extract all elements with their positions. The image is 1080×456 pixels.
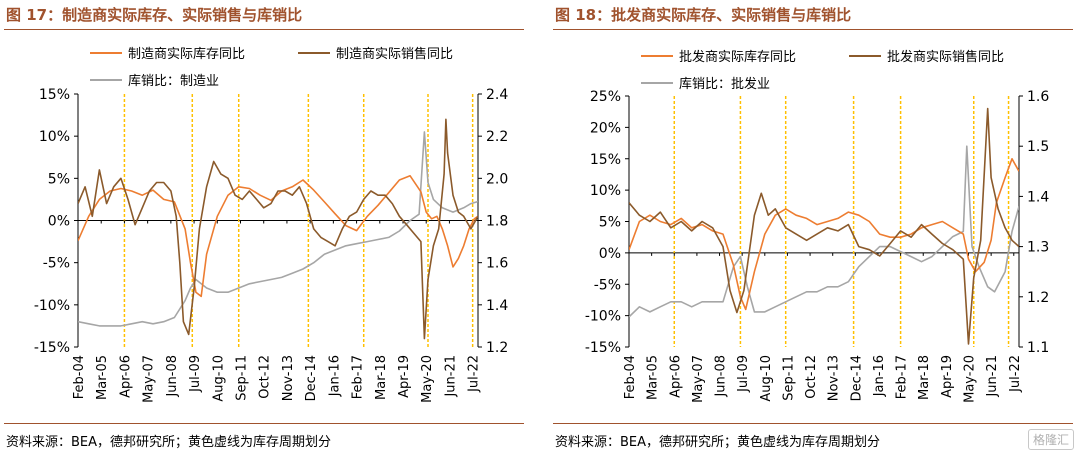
x-tick-label: May-20 [963, 355, 978, 403]
left-tick-label: 15% [590, 152, 621, 168]
title-rule [553, 29, 1073, 30]
source-rule [553, 423, 1073, 424]
series-line [629, 145, 1019, 318]
x-tick-label: Apr-19 [940, 355, 955, 398]
right-tick-label: 1.2 [1027, 290, 1049, 306]
left-tick-label: 20% [590, 120, 621, 136]
title-rule [4, 29, 524, 30]
figure-title: 图 18：批发商实际库存、实际销售与库销比 [555, 6, 852, 24]
x-tick-label: Oct-12 [804, 355, 819, 399]
series-line [78, 131, 478, 327]
left-tick-label: 10% [590, 183, 621, 199]
left-tick-label: 5% [599, 215, 621, 231]
legend-label: 批发商实际销售同比 [887, 49, 1004, 65]
source-rule [4, 423, 524, 424]
left-tick-label: 5% [48, 171, 70, 187]
x-tick-label: Mar-18 [917, 355, 932, 400]
left-tick-label: 0% [48, 214, 70, 230]
right-tick-label: 1.6 [1027, 89, 1049, 105]
x-tick-label: Apr-06 [668, 355, 683, 398]
right-tick-label: 1.8 [486, 214, 508, 230]
x-tick-label: Aug-10 [211, 355, 226, 402]
series-line [629, 107, 1019, 345]
x-tick-label: Feb-04 [72, 355, 87, 399]
x-tick-label: Mar-05 [646, 355, 661, 400]
left-tick-label: -15% [585, 340, 621, 356]
left-tick-label: 15% [39, 87, 70, 103]
left-tick-label: 25% [590, 89, 621, 105]
right-tick-label: 2.4 [486, 87, 508, 103]
x-tick-label: Jun-21 [985, 355, 1000, 398]
x-tick-label: May-07 [142, 355, 157, 403]
x-tick-label: Feb-17 [895, 355, 910, 399]
right-tick-label: 1.4 [486, 298, 508, 314]
x-tick-label: Jul-09 [736, 355, 751, 393]
left-tick-label: 0% [599, 246, 621, 262]
x-tick-label: Jan-16 [872, 355, 887, 397]
chart-figure-17: -15% -10% -5% 0% 5% 10% 15% 1.2 1.4 1.6 1.8 2.0 2.2 2… [34, 46, 509, 403]
x-tick-label: Sep-11 [235, 355, 250, 401]
figure-title: 图 17：制造商实际库存、实际销售与库销比 [6, 6, 303, 24]
x-tick-label: May-07 [691, 355, 706, 403]
left-tick-label: -5% [594, 277, 621, 293]
source-note: 资料来源：BEA，德邦研究所；黄色虚线为库存周期划分 [555, 435, 881, 450]
x-tick-label: Jun-08 [165, 355, 180, 398]
right-tick-label: 1.5 [1027, 139, 1049, 155]
x-tick-label: Apr-06 [118, 355, 133, 398]
legend-label: 制造商实际销售同比 [336, 46, 453, 62]
figure-17-panel: 图 17：制造商实际库存、实际销售与库销比 -15% -10% -5% 0% 5% 10%… [4, 6, 524, 450]
x-tick-label: Jan-16 [327, 355, 342, 397]
left-tick-label: -10% [585, 309, 621, 325]
x-tick-label: Feb-04 [623, 355, 638, 399]
right-tick-label: 1.6 [486, 256, 508, 272]
figure-18-panel: 图 18：批发商实际库存、实际销售与库销比 -15% -10% -5% 0% 5% 10%… [549, 0, 1080, 456]
x-tick-label: Jul-22 [1008, 355, 1023, 393]
right-tick-label: 2.0 [486, 171, 508, 187]
x-tick-label: Jun-21 [443, 355, 458, 398]
legend-label: 库销比：批发业 [679, 76, 770, 92]
x-tick-label: Dec-14 [849, 355, 864, 401]
x-tick-label: Jun-08 [714, 355, 729, 398]
x-tick-label: Jul-22 [467, 355, 482, 393]
right-tick-label: 1.1 [1027, 340, 1049, 356]
chart-figure-18: -15% -10% -5% 0% 5% 10% 15% 20% 25% 1.1 1.2 1.3 1.4 1… [585, 49, 1050, 403]
x-tick-label: Aug-10 [759, 355, 774, 402]
x-tick-label: Feb-17 [351, 355, 366, 399]
left-tick-label: 10% [39, 129, 70, 145]
left-tick-label: -15% [34, 340, 70, 356]
right-tick-label: 1.4 [1027, 189, 1049, 205]
left-tick-label: -5% [43, 256, 70, 272]
legend-label: 库销比：制造业 [128, 73, 219, 89]
right-tick-label: 2.2 [486, 129, 508, 145]
x-tick-label: Oct-12 [258, 355, 273, 399]
right-tick-label: 1.3 [1027, 240, 1049, 256]
x-tick-label: Sep-11 [781, 355, 796, 401]
x-tick-label: Dec-14 [304, 355, 319, 401]
x-tick-label: Nov-13 [281, 355, 296, 401]
x-tick-label: Jul-09 [188, 355, 203, 393]
series-line [78, 118, 478, 340]
right-tick-label: 1.2 [486, 340, 508, 356]
x-tick-label: Apr-19 [397, 355, 412, 398]
x-tick-label: Nov-13 [827, 355, 842, 401]
series-line [629, 158, 1019, 311]
legend-label: 批发商实际库存同比 [679, 49, 796, 65]
x-tick-label: May-20 [420, 355, 435, 403]
watermark-logo: 格隆汇 [1027, 429, 1074, 450]
x-tick-label: Mar-05 [95, 355, 110, 400]
x-tick-label: Mar-18 [374, 355, 389, 400]
source-note: 资料来源：BEA，德邦研究所；黄色虚线为库存周期划分 [6, 435, 332, 450]
left-tick-label: -10% [34, 298, 70, 314]
legend-label: 制造商实际库存同比 [128, 46, 245, 62]
